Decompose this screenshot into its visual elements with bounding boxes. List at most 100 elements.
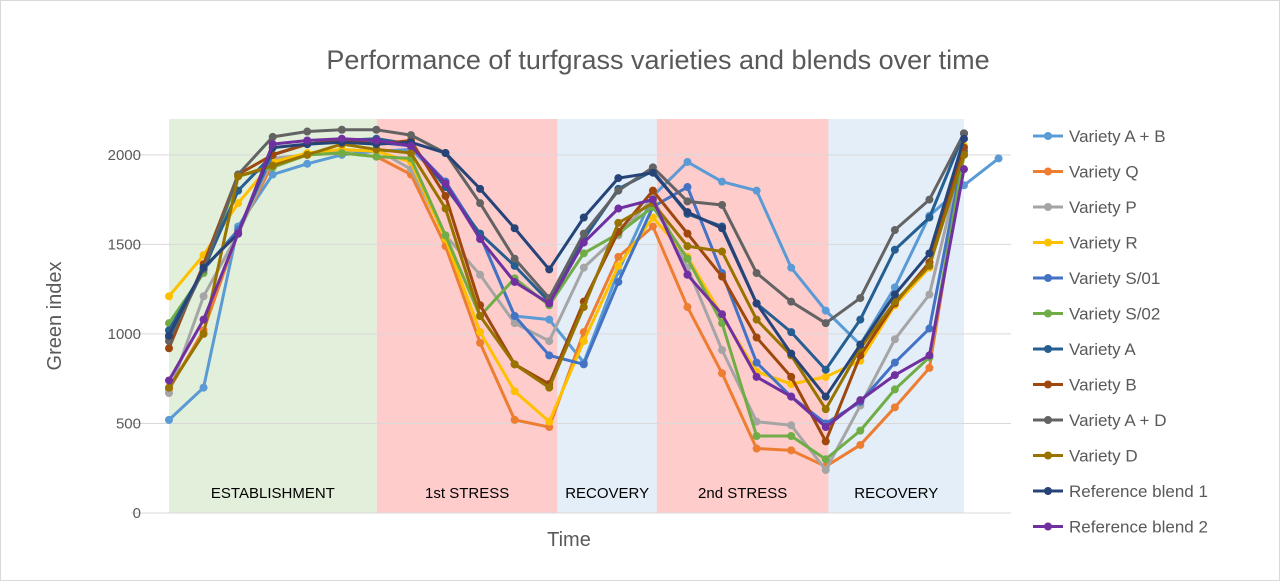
data-point <box>406 149 415 158</box>
data-point <box>787 328 796 337</box>
legend-item: Reference blend 1 <box>1033 482 1208 501</box>
legend-swatch-marker <box>1044 274 1052 282</box>
data-point <box>718 346 727 355</box>
chart-title: Performance of turfgrass varieties and b… <box>326 45 989 75</box>
data-point <box>510 254 519 263</box>
data-point <box>683 242 692 251</box>
data-point <box>856 426 865 435</box>
legend-swatch-marker <box>1044 380 1052 389</box>
legend-item: Variety P <box>1033 198 1137 217</box>
data-point <box>925 290 934 299</box>
series-variety-d <box>165 140 968 414</box>
series-line <box>167 142 966 411</box>
data-point <box>718 224 727 233</box>
data-point <box>545 315 554 324</box>
data-point <box>925 363 934 372</box>
data-point <box>821 306 830 315</box>
legend-label: Reference blend 1 <box>1069 482 1208 501</box>
data-point <box>441 231 450 240</box>
legend-swatch-marker <box>1044 522 1052 531</box>
data-point <box>268 140 277 149</box>
data-point <box>683 303 692 312</box>
data-point <box>925 351 934 360</box>
data-point <box>648 168 657 177</box>
data-point <box>856 440 865 449</box>
data-point <box>372 136 381 145</box>
y-tick-label: 0 <box>133 505 141 522</box>
legend-label: Variety A <box>1069 340 1136 359</box>
y-tick-label: 1500 <box>108 236 141 253</box>
legend: Variety A + B Variety Q Variety P Variety R… <box>1033 127 1208 537</box>
data-point <box>406 141 415 150</box>
data-point <box>683 208 692 217</box>
data-point <box>890 335 899 344</box>
data-point <box>718 310 727 319</box>
legend-swatch-marker <box>1044 167 1052 176</box>
data-point <box>579 229 588 238</box>
data-point <box>510 277 519 286</box>
data-point <box>787 372 796 381</box>
legend-label: Variety R <box>1069 234 1138 253</box>
data-point <box>199 292 208 301</box>
data-point <box>752 315 761 324</box>
data-point <box>718 247 727 256</box>
series-line <box>167 145 966 424</box>
data-point <box>890 226 899 235</box>
data-point <box>303 136 312 145</box>
data-point <box>648 186 657 195</box>
phase-label: 2nd STRESS <box>698 485 787 502</box>
data-point <box>510 261 519 270</box>
data-point <box>752 299 761 308</box>
data-point <box>752 186 761 195</box>
y-tick-label: 500 <box>116 415 141 432</box>
data-point <box>441 204 450 213</box>
data-point <box>234 229 243 238</box>
phase-label: RECOVERY <box>854 485 938 502</box>
data-point <box>890 403 899 412</box>
legend-swatch-marker <box>1044 203 1052 211</box>
data-point <box>614 186 623 195</box>
data-point <box>199 329 208 338</box>
data-point <box>821 319 830 328</box>
data-point <box>960 165 968 174</box>
data-point <box>337 125 346 134</box>
data-point <box>579 249 588 258</box>
data-point <box>856 396 865 405</box>
x-axis-label: Time <box>547 529 591 551</box>
legend-item: Variety S/01 <box>1033 269 1160 288</box>
data-point <box>165 376 173 385</box>
data-point <box>787 297 796 306</box>
phase-band <box>376 119 558 513</box>
legend-swatch-marker <box>1044 132 1052 140</box>
data-point <box>372 152 381 161</box>
data-point <box>165 344 173 353</box>
legend-swatch-marker <box>1044 345 1052 353</box>
data-point <box>752 417 761 426</box>
data-point <box>199 383 208 392</box>
data-point <box>579 360 588 369</box>
data-point <box>787 392 796 401</box>
data-point <box>545 417 554 426</box>
data-point <box>476 184 485 193</box>
data-point <box>510 360 519 369</box>
data-point <box>821 466 830 475</box>
data-point <box>821 423 830 432</box>
legend-swatch-marker <box>1044 416 1052 424</box>
data-point <box>787 446 796 455</box>
data-point <box>821 437 830 446</box>
legend-label: Variety A + D <box>1069 411 1166 430</box>
data-point <box>268 161 277 170</box>
phase-label: RECOVERY <box>565 485 649 502</box>
data-point <box>337 149 346 158</box>
data-point <box>821 455 830 464</box>
data-point <box>268 170 277 179</box>
data-point <box>890 385 899 394</box>
data-point <box>856 315 865 324</box>
data-point <box>648 213 657 222</box>
legend-item: Variety Q <box>1033 163 1139 182</box>
data-point <box>476 338 485 347</box>
legend-label: Variety A + B <box>1069 127 1166 146</box>
data-point <box>614 218 623 227</box>
data-point <box>614 204 623 213</box>
